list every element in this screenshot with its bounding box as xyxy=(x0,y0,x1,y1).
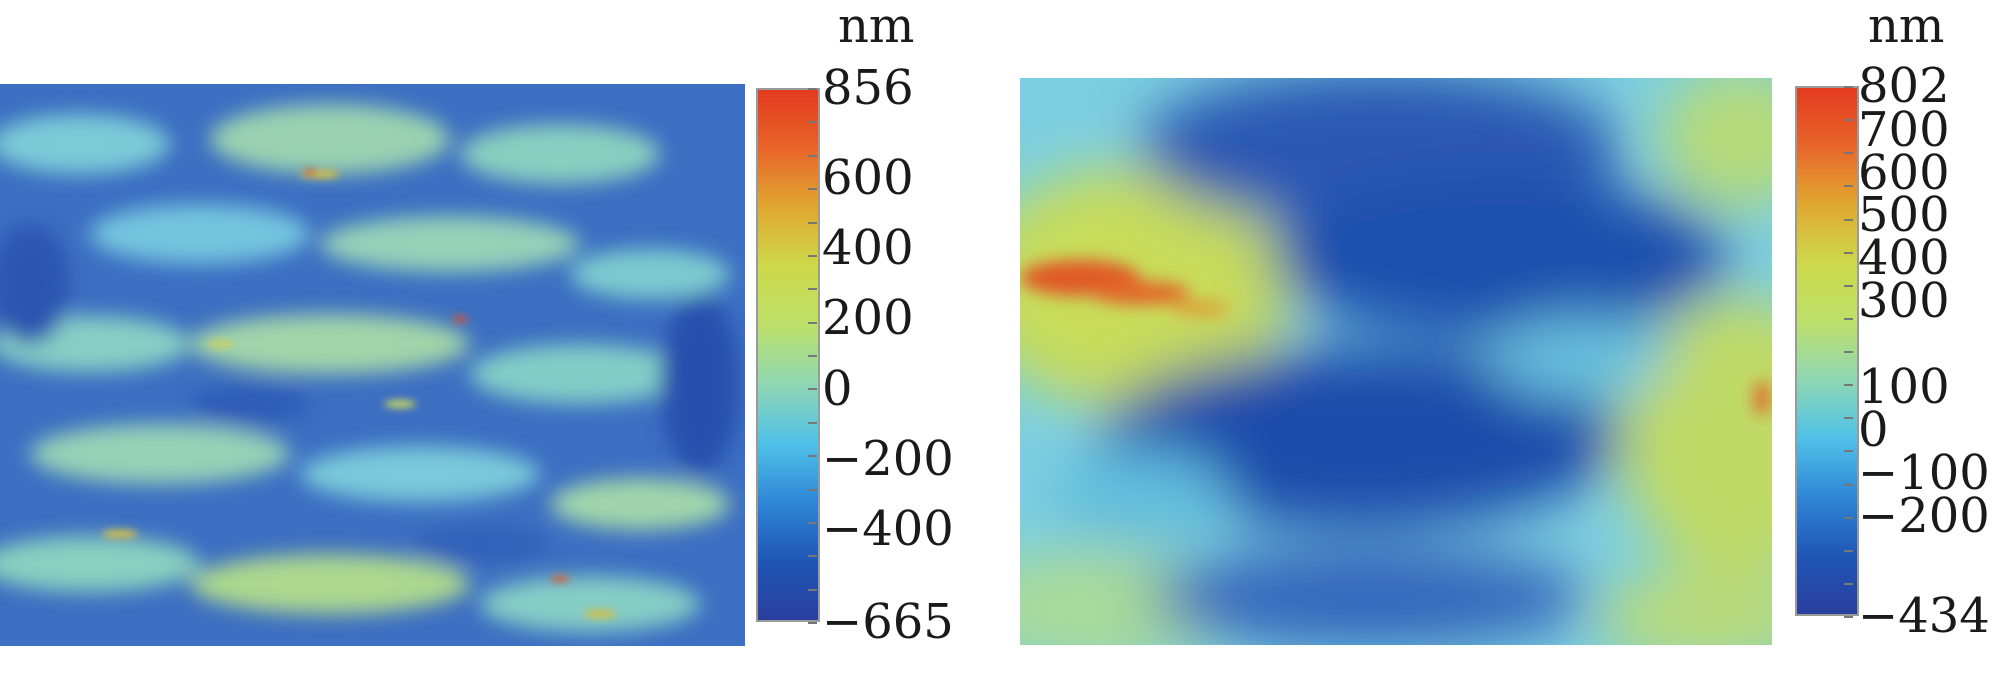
right-height-map-image xyxy=(1020,78,1772,645)
left-panel: nm 856 600 400 200 0 −200 −400 −665 xyxy=(0,0,980,693)
colorbar-tick-mark xyxy=(1844,417,1853,420)
colorbar-tick-label: 600 xyxy=(822,149,914,206)
colorbar-tick-label: −665 xyxy=(822,594,954,650)
colorbar-tick-mark xyxy=(808,154,817,157)
colorbar-tick-mark xyxy=(808,588,817,591)
colorbar-tick-label: 700 xyxy=(1858,101,1950,158)
right-panel: nm 802 700 600 500 400 300 100 0 −100 −200 −434 xyxy=(1020,0,2009,693)
colorbar-tick-label: −400 xyxy=(822,500,954,557)
colorbar-tick-mark xyxy=(1844,152,1853,155)
colorbar-tick-label: −100 xyxy=(1858,444,1990,501)
colorbar-tick-mark xyxy=(1844,351,1853,353)
colorbar-tick-mark xyxy=(1844,251,1853,254)
left-unit-label: nm xyxy=(838,0,915,54)
left-height-map xyxy=(0,84,745,646)
colorbar-tick-mark xyxy=(808,188,817,191)
colorbar-tick-mark xyxy=(1844,549,1853,552)
colorbar-tick-mark xyxy=(808,388,817,391)
colorbar-tick-mark xyxy=(1844,516,1853,519)
colorbar-tick-label: 100 xyxy=(1858,359,1950,416)
colorbar-tick-mark xyxy=(808,355,817,357)
colorbar-tick-mark xyxy=(808,622,817,624)
colorbar-tick-mark xyxy=(808,555,817,558)
colorbar-tick-mark xyxy=(808,221,817,224)
colorbar-tick-mark xyxy=(808,254,817,257)
colorbar-tick-label: 300 xyxy=(1858,273,1950,330)
colorbar-tick-label: 0 xyxy=(1858,401,1889,458)
colorbar-tick-mark xyxy=(808,521,817,524)
colorbar-tick-label: −200 xyxy=(1858,487,1990,544)
colorbar-tick-mark xyxy=(808,321,817,324)
colorbar-tick-mark xyxy=(808,88,817,90)
colorbar-tick-mark xyxy=(1844,582,1853,585)
colorbar-tick-mark xyxy=(808,121,817,124)
left-colorbar-ticks: 856 600 400 200 0 −200 −400 −665 xyxy=(808,64,972,646)
right-unit-label: nm xyxy=(1868,0,1945,54)
colorbar-tick-label: 0 xyxy=(822,360,853,417)
colorbar-tick-mark xyxy=(1844,317,1853,320)
colorbar-tick-mark xyxy=(1844,185,1853,188)
colorbar-tick-mark xyxy=(808,488,817,491)
colorbar-tick-label: 200 xyxy=(822,290,914,347)
colorbar-tick-mark xyxy=(1844,119,1853,122)
colorbar-tick-label: −200 xyxy=(822,430,954,487)
colorbar-tick-label: −434 xyxy=(1858,588,1990,644)
colorbar-tick-label: 856 xyxy=(822,60,914,116)
colorbar-tick-mark xyxy=(1844,450,1853,453)
colorbar-tick-mark xyxy=(1844,384,1853,387)
colorbar-tick-mark xyxy=(1844,86,1853,88)
right-height-map xyxy=(1020,78,1772,645)
colorbar-tick-mark xyxy=(808,455,817,458)
colorbar-tick-mark xyxy=(1844,218,1853,221)
colorbar-tick-label: 400 xyxy=(1858,230,1950,287)
colorbar-tick-label: 400 xyxy=(822,220,914,277)
colorbar-tick-label: 802 xyxy=(1858,58,1950,114)
colorbar-tick-mark xyxy=(1844,483,1853,486)
left-height-map-image xyxy=(0,84,745,646)
colorbar-tick-label: 500 xyxy=(1858,187,1950,244)
colorbar-tick-mark xyxy=(808,421,817,424)
colorbar-tick-mark xyxy=(1844,284,1853,287)
colorbar-tick-mark xyxy=(808,288,817,291)
colorbar-tick-label: 600 xyxy=(1858,144,1950,201)
right-colorbar-ticks: 802 700 600 500 400 300 100 0 −100 −200 −434 xyxy=(1844,62,2008,640)
colorbar-tick-mark xyxy=(1844,616,1853,618)
